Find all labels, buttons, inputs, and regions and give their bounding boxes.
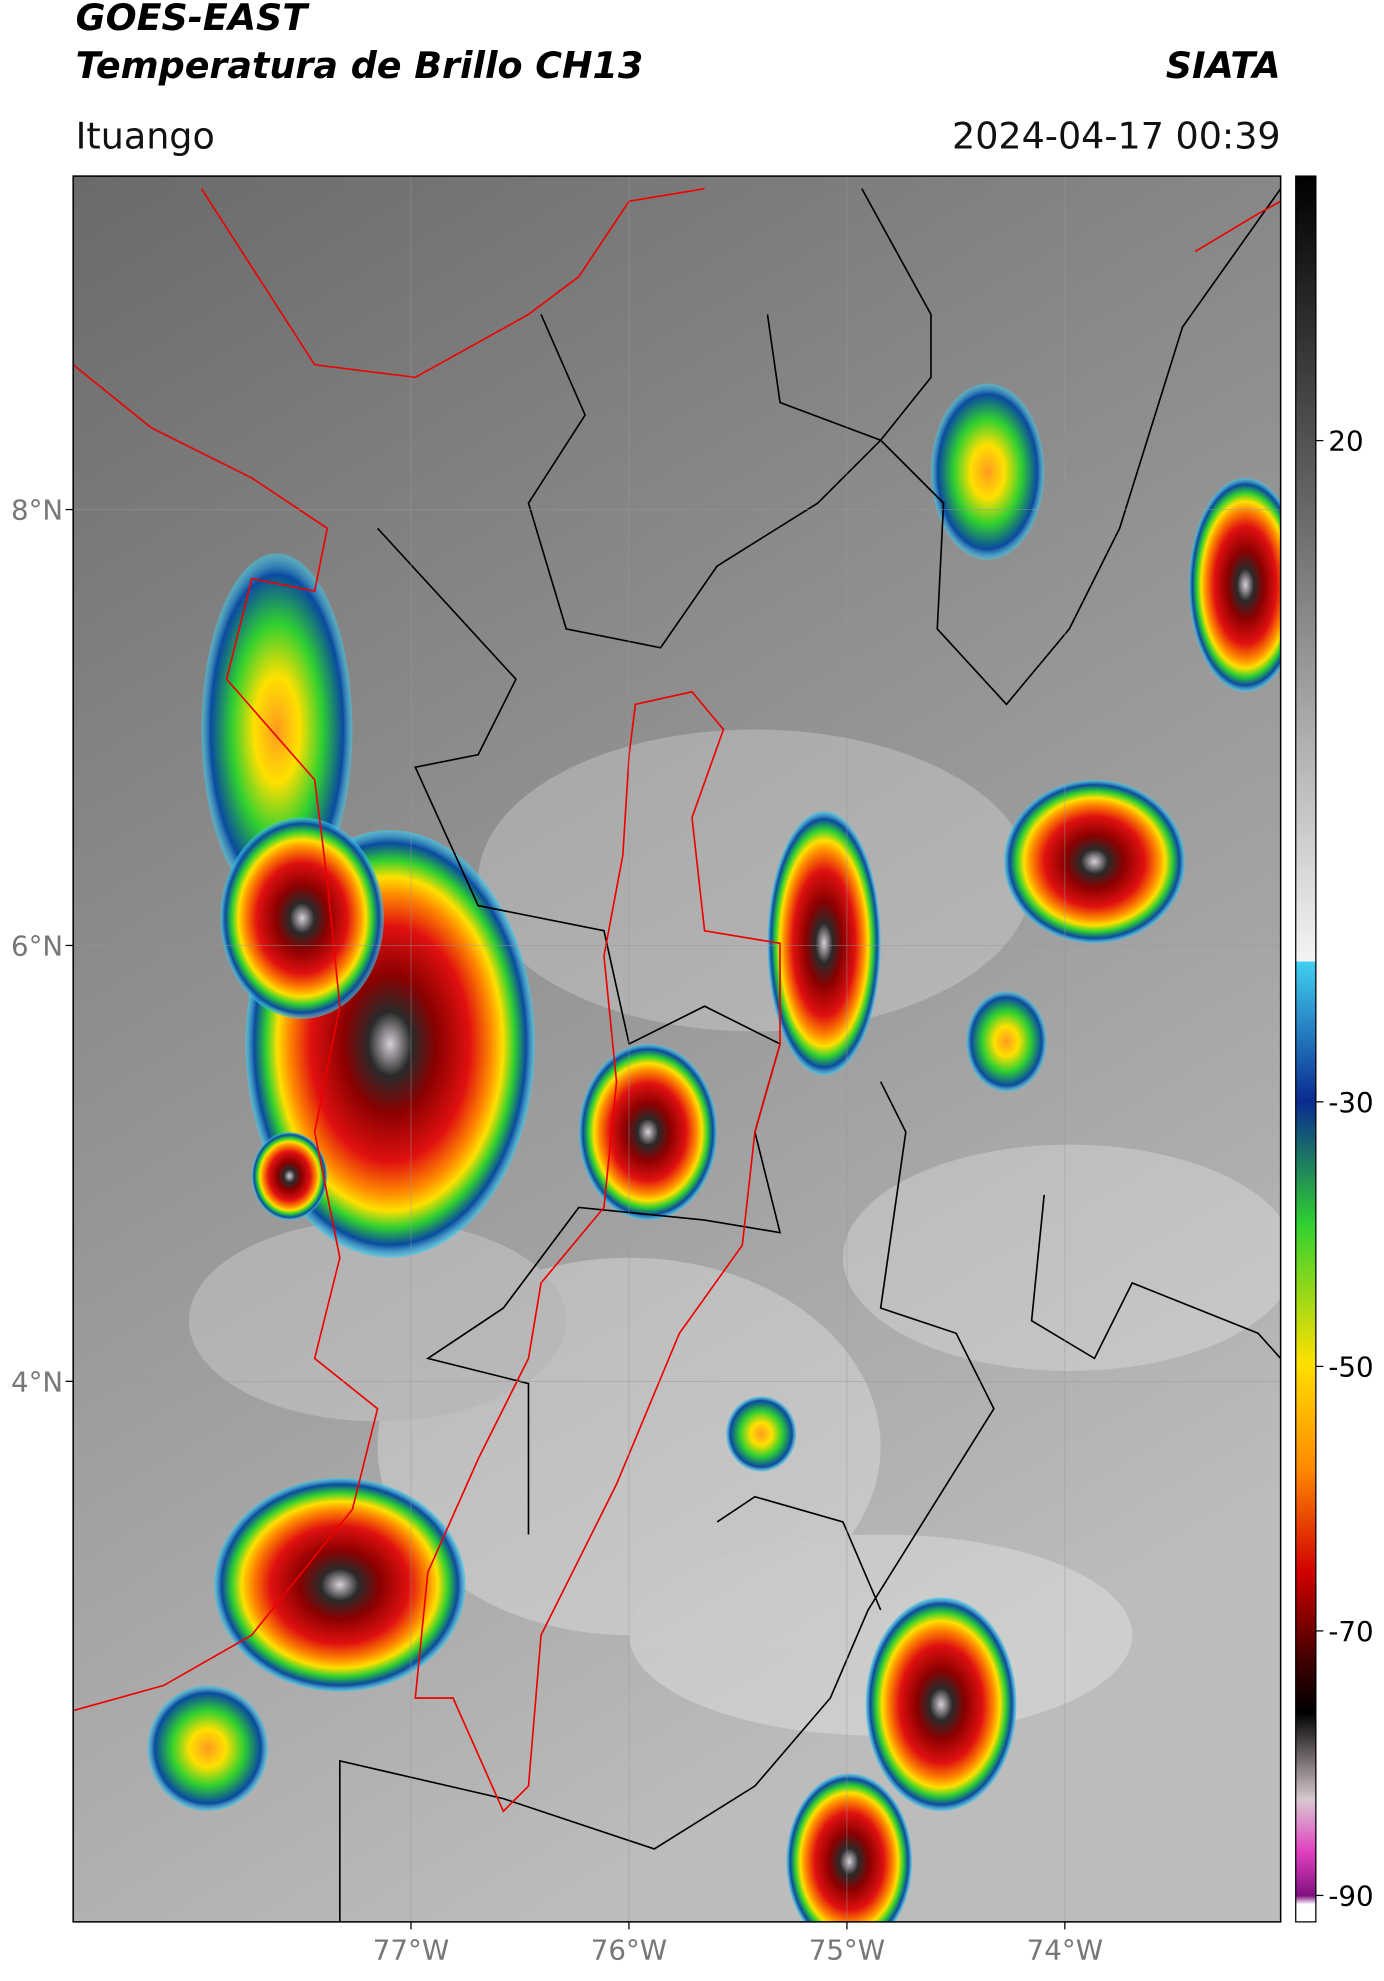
y-tick-label: 8°N [11,494,63,527]
map-frame [72,175,1282,1923]
x-tick-label: 74°W [1027,1934,1103,1967]
storm-cell [251,1132,328,1221]
y-tick-label: 6°N [11,930,63,963]
timestamp: 2024-04-17 00:39 [952,114,1281,157]
agency: SIATA [1166,44,1281,87]
storm-cell [214,1477,466,1692]
storm-cell [201,553,353,906]
storm-cell [930,383,1045,560]
colorbar-tick-label: -30 [1328,1086,1373,1119]
storm-cell [725,1396,797,1472]
title-line1: GOES-EAST [76,0,311,39]
ticks: 77°W 76°W 75°W 74°W 4°N 6°N 8°N 20 -30 -50 -70 -90 [11,425,1374,1967]
location: Ituango [76,114,215,157]
y-tick-label: 4°N [11,1365,63,1398]
storm-cell [147,1685,269,1812]
storm-cell [1003,779,1186,944]
x-tick-label: 77°W [373,1934,449,1967]
borders [73,187,1281,1922]
colorbar-tick-label: -50 [1328,1350,1373,1383]
storm-cell [578,1043,718,1221]
colorbar-tick-label: -90 [1328,1879,1373,1912]
colorbar-tick-label: -70 [1328,1615,1373,1648]
storms [147,383,1281,1922]
storm-cell [966,991,1047,1092]
x-tick-label: 75°W [809,1934,885,1967]
colorbar [1295,175,1317,1923]
x-tick-label: 76°W [591,1934,667,1967]
colorbar-tick-label: 20 [1328,425,1363,458]
graticule [73,176,1281,1922]
title-line2: Temperatura de Brillo CH13 [76,44,644,87]
storm-cell [1188,477,1281,692]
storm-cell [786,1773,913,1922]
map [73,176,1281,1922]
storm-cell [767,811,881,1076]
storm-cell [865,1597,1017,1812]
storm-cell [220,817,384,1019]
